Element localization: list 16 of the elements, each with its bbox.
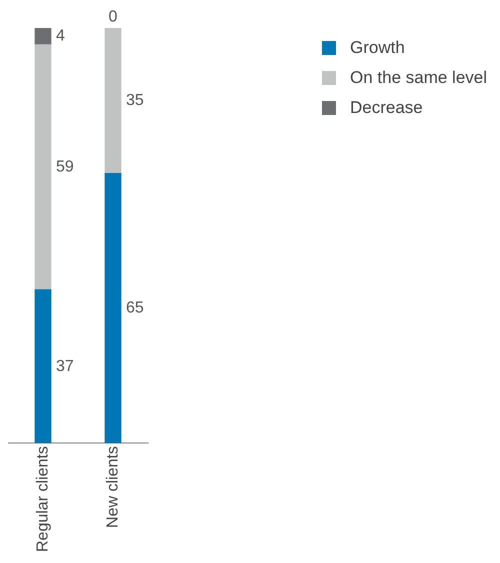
bar (104, 172, 122, 444)
data-label: 4 (56, 28, 65, 45)
legend-label: On the same level (350, 68, 488, 88)
bar (34, 44, 52, 290)
bar (34, 289, 52, 444)
legend-label: Growth (350, 38, 405, 58)
data-label: 59 (56, 158, 74, 176)
data-label: 65 (126, 300, 144, 317)
legend-label: Decrease (350, 98, 423, 118)
bar (104, 28, 122, 174)
data-label: 37 (56, 358, 74, 375)
data-label: 35 (126, 92, 144, 110)
x-tick-label: Regular clients (34, 446, 52, 552)
data-label: 0 (108, 8, 118, 26)
x-tick-label: New clients (104, 446, 122, 528)
bar (34, 28, 52, 45)
